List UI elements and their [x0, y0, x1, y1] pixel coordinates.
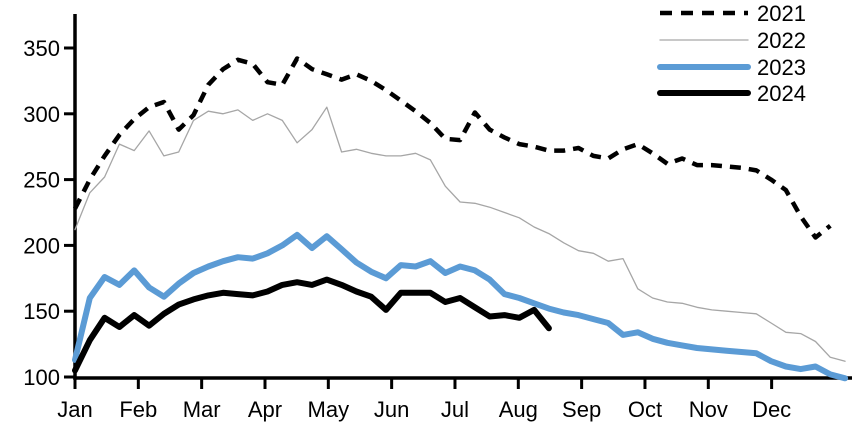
- y-axis-tick-label: 300: [23, 102, 60, 127]
- legend-label-2023: 2023: [757, 55, 806, 80]
- x-axis-month-label-apr: Apr: [248, 397, 282, 422]
- series-line-2024: [72, 276, 552, 374]
- legend-label-2024: 2024: [757, 81, 806, 106]
- x-axis-month-label-sep: Sep: [562, 397, 601, 422]
- x-axis-month-label-mar: Mar: [183, 397, 221, 422]
- legend-label-2021: 2021: [757, 1, 806, 26]
- y-axis-tick-label: 200: [23, 233, 60, 258]
- y-axis-tick-label: 350: [23, 36, 60, 61]
- legend-label-2022: 2022: [757, 28, 806, 53]
- y-axis-tick-label: 250: [23, 168, 60, 193]
- series-line-2023: [72, 231, 849, 382]
- x-axis-month-label-dec: Dec: [752, 397, 791, 422]
- x-axis-month-label-jan: Jan: [57, 397, 92, 422]
- x-axis-month-label-oct: Oct: [628, 397, 662, 422]
- series-line-2021: [72, 56, 832, 240]
- x-axis-month-label-jul: Jul: [441, 397, 469, 422]
- x-axis-month-label-nov: Nov: [689, 397, 728, 422]
- y-axis-tick-label: 100: [23, 365, 60, 390]
- x-axis-month-label-jun: Jun: [374, 397, 409, 422]
- y-axis-tick-label: 150: [23, 299, 60, 324]
- x-axis-month-label-may: May: [308, 397, 350, 422]
- x-axis-month-label-feb: Feb: [119, 397, 157, 422]
- series-line-2022: [74, 106, 846, 362]
- x-axis-month-label-aug: Aug: [499, 397, 538, 422]
